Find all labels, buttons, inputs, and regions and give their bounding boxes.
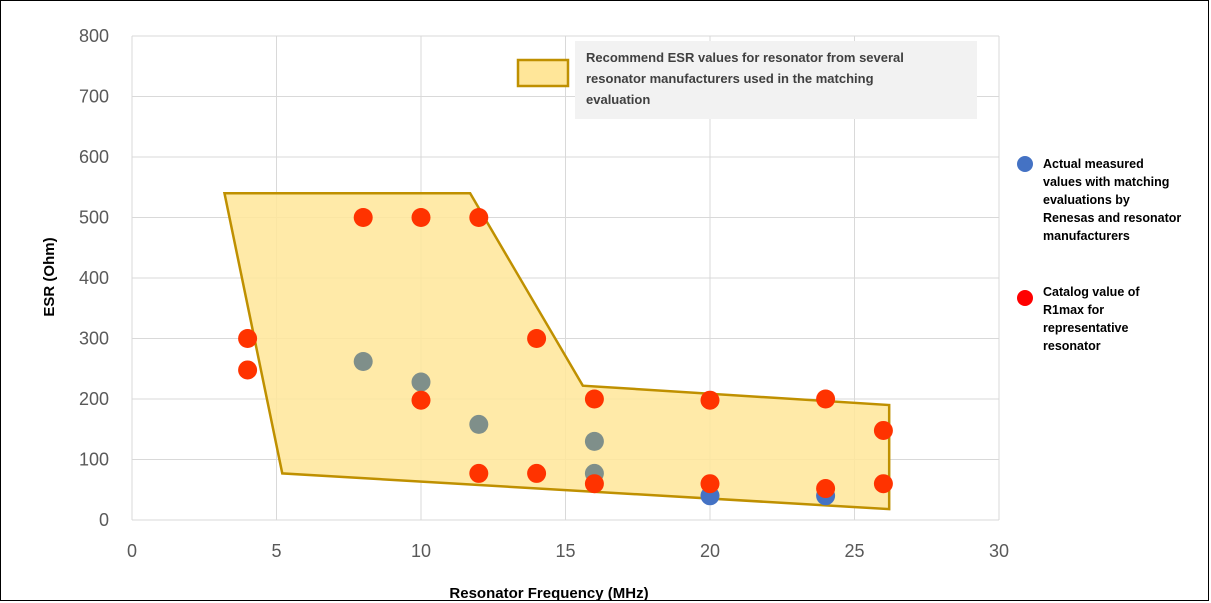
- legend-measured-line-4: Renesas and resonator: [1043, 211, 1181, 225]
- region-legend-background: [575, 41, 977, 119]
- y-tick-label: 0: [99, 510, 109, 530]
- catalog-point: [411, 390, 431, 410]
- recommended-esr-region: [222, 192, 891, 511]
- catalog-point: [353, 208, 373, 227]
- region-legend-line-1: Recommend ESR values for resonator from …: [586, 50, 904, 65]
- region-legend: Recommend ESR values for resonator from …: [516, 41, 977, 119]
- y-axis-title: ESR (Ohm): [41, 237, 58, 316]
- x-tick-label: 20: [700, 541, 720, 561]
- y-tick-label: 700: [79, 87, 109, 107]
- x-tick-label: 25: [844, 541, 864, 561]
- measured-point: [411, 372, 431, 392]
- y-tick-label: 600: [79, 147, 109, 167]
- y-tick-label: 400: [79, 268, 109, 288]
- catalog-point: [700, 474, 720, 494]
- x-tick-label: 15: [555, 541, 575, 561]
- catalog-point: [469, 463, 489, 483]
- legend-measured-marker: [1017, 156, 1033, 172]
- region-legend-line-2: resonator manufacturers used in the matc…: [586, 71, 874, 86]
- y-tick-labels: 0 100 200 300 400 500 600 700 800: [79, 26, 109, 530]
- legend-measured-line-3: evaluations by: [1043, 193, 1130, 207]
- catalog-point: [584, 474, 604, 494]
- legend-measured-line-5: manufacturers: [1043, 229, 1130, 243]
- legend-catalog-line-3: representative: [1043, 321, 1129, 335]
- catalog-points: [238, 208, 893, 499]
- measured-point: [584, 431, 604, 451]
- region-legend-swatch: [516, 58, 570, 88]
- catalog-point: [238, 329, 258, 348]
- y-tick-label: 500: [79, 208, 109, 228]
- legend-catalog: Catalog value of R1max for representativ…: [1017, 285, 1140, 353]
- legend-catalog-line-2: R1max for: [1043, 303, 1104, 317]
- x-tick-label: 0: [127, 541, 137, 561]
- y-tick-label: 100: [79, 450, 109, 470]
- catalog-point: [527, 329, 547, 348]
- catalog-point: [584, 389, 604, 409]
- catalog-point: [700, 390, 720, 410]
- legend-catalog-line-4: resonator: [1043, 339, 1101, 353]
- y-tick-label: 200: [79, 389, 109, 409]
- catalog-point: [873, 420, 893, 440]
- x-axis-title: Resonator Frequency (MHz): [449, 585, 648, 602]
- x-tick-label: 5: [271, 541, 281, 561]
- y-tick-label: 800: [79, 26, 109, 46]
- legend-measured: Actual measured values with matching eva…: [1017, 156, 1181, 243]
- y-tick-label: 300: [79, 329, 109, 349]
- legend-catalog-line-1: Catalog value of: [1043, 285, 1140, 299]
- region-legend-line-3: evaluation: [586, 92, 650, 107]
- x-tick-label: 10: [411, 541, 431, 561]
- catalog-point: [816, 479, 836, 499]
- x-tick-labels: 0 5 10 15 20 25 30: [127, 541, 1009, 561]
- catalog-point: [469, 208, 489, 227]
- catalog-point: [411, 208, 431, 227]
- catalog-point: [238, 360, 258, 380]
- legend-catalog-marker: [1017, 290, 1033, 306]
- measured-point: [469, 414, 489, 434]
- measured-point: [353, 351, 373, 371]
- catalog-point: [873, 474, 893, 494]
- legend-measured-line-1: Actual measured: [1043, 157, 1144, 171]
- region-polygon: [222, 192, 891, 511]
- catalog-point: [527, 463, 547, 483]
- legend-measured-line-2: values with matching: [1043, 175, 1169, 189]
- x-tick-label: 30: [989, 541, 1009, 561]
- catalog-point: [816, 389, 836, 409]
